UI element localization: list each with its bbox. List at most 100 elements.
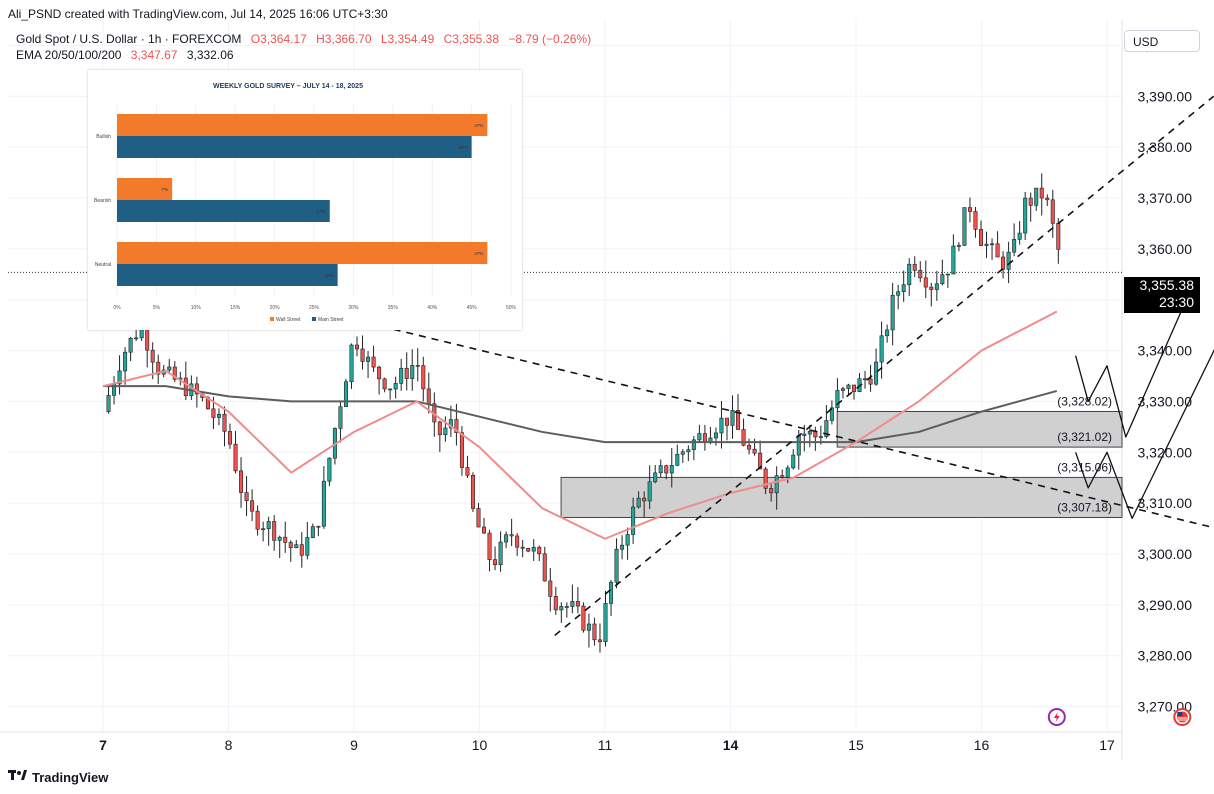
y-tick-label: 3,340.00 — [1138, 343, 1193, 359]
candle-body — [890, 294, 895, 331]
candle-body — [730, 410, 735, 426]
survey-bar-label: 27% — [317, 209, 326, 214]
candle-body — [995, 243, 1000, 258]
candle-body — [1056, 223, 1061, 250]
inset-category-label: Bullish — [96, 134, 111, 140]
survey-bar — [117, 136, 472, 158]
us-flag-event-icon[interactable] — [1173, 708, 1192, 726]
candle-body — [355, 344, 360, 350]
bar-countdown: 23:30 — [1158, 294, 1194, 310]
candle-body — [167, 366, 172, 371]
candle-body — [239, 470, 244, 493]
survey-bar — [117, 200, 330, 222]
y-tick-label: 3,380.00 — [1138, 139, 1193, 155]
candle-body — [758, 452, 763, 470]
candle-body — [410, 365, 415, 379]
candle-body — [791, 454, 796, 469]
candle-body — [973, 211, 978, 230]
earnings-event-icon[interactable] — [1047, 708, 1066, 726]
candle-body — [349, 344, 354, 383]
candle-body — [642, 497, 647, 502]
candle-body — [620, 544, 625, 550]
survey-bar — [117, 242, 488, 264]
zone-bottom-label: (3,307.18) — [1057, 500, 1112, 514]
candle-body — [802, 433, 807, 436]
inset-x-tick: 45% — [467, 305, 478, 311]
candle-body — [636, 497, 641, 508]
candle-body — [1045, 197, 1050, 201]
candle-body — [1028, 197, 1033, 206]
flag-canton — [1177, 712, 1183, 716]
candle-body — [747, 444, 752, 450]
candle-body — [1006, 251, 1011, 270]
y-tick-label: 3,300.00 — [1138, 546, 1193, 562]
inset-x-tick: 30% — [348, 305, 359, 311]
lightning-icon — [1053, 712, 1060, 722]
x-tick-label: 15 — [848, 737, 864, 753]
candle-body — [990, 243, 995, 246]
inset-x-tick: 35% — [388, 305, 399, 311]
candle-body — [956, 245, 961, 247]
candle-body — [1023, 197, 1028, 234]
price-change: −8.79 (−0.26%) — [508, 32, 592, 46]
candle-body — [962, 207, 967, 246]
inset-category-label: Bearish — [94, 198, 111, 204]
ohlc-open: O3,364.17 — [250, 32, 307, 46]
survey-title: WEEKLY GOLD SURVEY – JULY 14 - 18, 2025 — [213, 83, 363, 90]
candle-body — [459, 432, 464, 468]
candle-body — [1050, 199, 1055, 224]
candle-body — [879, 335, 884, 363]
candle-body — [586, 623, 591, 631]
symbol-name[interactable]: Gold Spot / U.S. Dollar · 1h · FOREXCOM — [16, 32, 242, 46]
candle-body — [868, 378, 873, 385]
candle-body — [504, 534, 509, 543]
candle-body — [609, 581, 614, 604]
inset-x-tick: 20% — [270, 305, 281, 311]
candle-body — [647, 481, 652, 502]
candle-body — [327, 457, 332, 482]
candle-body — [713, 432, 718, 439]
ohlc-low: L3,354.49 — [380, 32, 435, 46]
candle-body — [934, 283, 939, 290]
candle-body — [846, 384, 851, 389]
candle-body — [653, 472, 658, 483]
candle-body — [443, 427, 448, 436]
candle-body — [382, 378, 387, 390]
candle-body — [603, 603, 608, 642]
candle-body — [134, 337, 139, 340]
candle-body — [106, 395, 111, 412]
symbol-legend: Gold Spot / U.S. Dollar · 1h · FOREXCOM … — [16, 32, 597, 46]
tradingview-logo[interactable]: TradingView — [8, 770, 108, 785]
candle-body — [940, 274, 945, 285]
candle-body — [156, 361, 161, 375]
zone-bottom-label: (3,321.02) — [1057, 430, 1112, 444]
candle-body — [907, 263, 912, 286]
candle-body — [874, 361, 879, 385]
ema-label[interactable]: EMA 20/50/100/200 — [16, 48, 122, 62]
candle-body — [487, 532, 492, 560]
candle-body — [493, 559, 498, 566]
candle-body — [250, 500, 255, 512]
candle-body — [294, 544, 299, 549]
candle-body — [896, 291, 901, 296]
x-tick-label: 7 — [99, 737, 107, 753]
inset-legend-swatch — [270, 317, 274, 321]
candle-body — [117, 370, 122, 385]
candle-body — [829, 407, 834, 421]
survey-bar-label: 7% — [162, 187, 169, 192]
currency-button[interactable]: USD — [1124, 30, 1200, 52]
candle-body — [592, 623, 597, 641]
candle-body — [277, 536, 282, 541]
inset-x-tick: 50% — [506, 305, 517, 311]
candle-body — [228, 431, 233, 445]
candle-body — [509, 534, 514, 537]
candle-body — [807, 430, 812, 435]
survey-inset: WEEKLY GOLD SURVEY – JULY 14 - 18, 2025 0… — [88, 70, 522, 330]
candle-body — [741, 429, 746, 446]
candle-body — [631, 506, 636, 535]
candle-body — [233, 443, 238, 472]
candle-body — [388, 388, 393, 391]
candle-body — [421, 365, 426, 390]
ema-value-slow: 3,332.06 — [186, 48, 234, 62]
